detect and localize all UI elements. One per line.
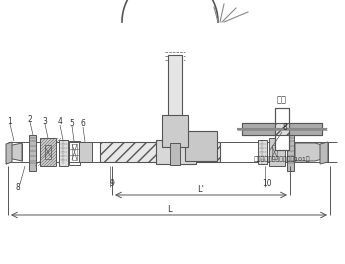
Bar [185, 131, 217, 161]
Text: L': L' [198, 186, 205, 195]
Bar [269, 138, 285, 166]
Text: 6: 6 [81, 120, 86, 129]
Polygon shape [295, 143, 322, 161]
Bar [287, 135, 294, 171]
Text: 4: 4 [58, 117, 62, 126]
Text: 9: 9 [110, 180, 115, 188]
Text: 2: 2 [28, 115, 32, 124]
Text: 3: 3 [42, 116, 48, 125]
Bar [242, 123, 322, 135]
Bar [40, 138, 56, 166]
Bar [275, 108, 289, 150]
Bar [168, 55, 182, 145]
Bar [289, 123, 322, 135]
Bar [79, 142, 92, 162]
Text: 流向: 流向 [277, 96, 287, 105]
Text: 8: 8 [283, 124, 287, 133]
Bar [72, 144, 77, 160]
Text: 5: 5 [70, 119, 75, 128]
Bar [29, 135, 36, 171]
Bar [242, 123, 275, 135]
Text: 霍輪在外管內裝配位置（101）: 霍輪在外管內裝配位置（101） [254, 156, 310, 162]
Bar [275, 108, 289, 150]
Text: 10: 10 [262, 180, 272, 188]
Bar [258, 140, 267, 164]
Text: 7: 7 [170, 119, 176, 128]
Bar [275, 123, 289, 135]
Bar [170, 143, 180, 165]
Text: L: L [167, 205, 171, 214]
Bar [100, 142, 220, 162]
Bar [272, 145, 277, 159]
Bar [156, 140, 196, 164]
Bar [45, 145, 51, 159]
Text: 1: 1 [8, 116, 12, 125]
Text: 8: 8 [16, 183, 20, 192]
Bar [162, 115, 188, 147]
Polygon shape [320, 142, 328, 164]
Polygon shape [6, 142, 12, 164]
Bar [242, 123, 322, 135]
Polygon shape [8, 143, 22, 161]
Bar [69, 141, 80, 165]
Bar [59, 140, 68, 166]
